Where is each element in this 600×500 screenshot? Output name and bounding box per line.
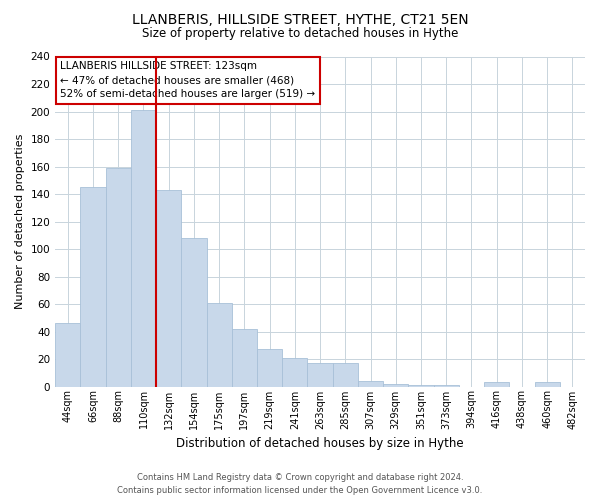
- Text: Contains HM Land Registry data © Crown copyright and database right 2024.
Contai: Contains HM Land Registry data © Crown c…: [118, 474, 482, 495]
- Bar: [181, 238, 206, 386]
- Bar: [409, 385, 434, 386]
- Bar: [535, 382, 560, 386]
- Bar: [106, 168, 131, 386]
- Bar: [282, 358, 307, 386]
- Bar: [307, 363, 332, 386]
- Bar: [434, 385, 459, 386]
- Bar: [257, 350, 282, 387]
- Bar: [332, 363, 358, 386]
- Bar: [80, 187, 106, 386]
- Text: LLANBERIS HILLSIDE STREET: 123sqm
← 47% of detached houses are smaller (468)
52%: LLANBERIS HILLSIDE STREET: 123sqm ← 47% …: [61, 62, 316, 100]
- Text: LLANBERIS, HILLSIDE STREET, HYTHE, CT21 5EN: LLANBERIS, HILLSIDE STREET, HYTHE, CT21 …: [131, 12, 469, 26]
- Bar: [383, 384, 409, 386]
- Bar: [358, 381, 383, 386]
- Bar: [131, 110, 156, 386]
- Bar: [55, 324, 80, 386]
- Text: Size of property relative to detached houses in Hythe: Size of property relative to detached ho…: [142, 28, 458, 40]
- Y-axis label: Number of detached properties: Number of detached properties: [15, 134, 25, 309]
- Bar: [232, 329, 257, 386]
- Bar: [206, 302, 232, 386]
- X-axis label: Distribution of detached houses by size in Hythe: Distribution of detached houses by size …: [176, 437, 464, 450]
- Bar: [484, 382, 509, 386]
- Bar: [156, 190, 181, 386]
